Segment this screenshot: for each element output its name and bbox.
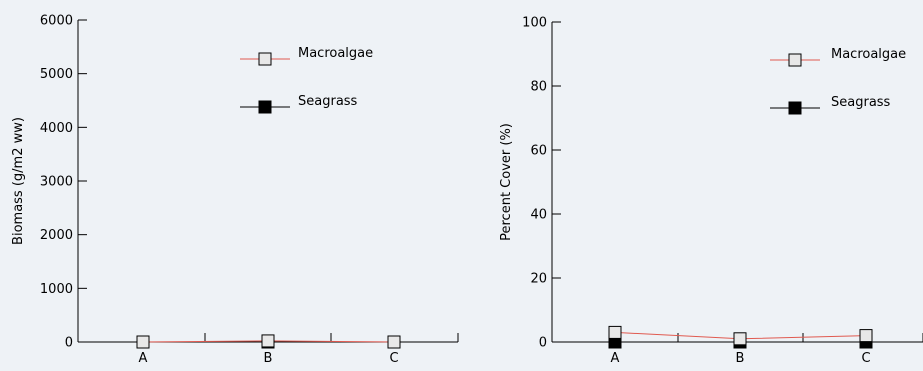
right-y-tick-label: 40 <box>530 208 547 223</box>
left-x-tick-label: A <box>139 351 148 366</box>
left-y-tick-label: 1000 <box>40 282 73 297</box>
left-legend-label-macroalgae: Macroalgae <box>298 46 373 61</box>
left-y-tick-label: 0 <box>65 336 73 351</box>
right-y-tick-label: 20 <box>530 272 547 287</box>
right-macroalgae-point-C <box>859 329 873 343</box>
left-y-tick-label: 2000 <box>40 228 73 243</box>
right-macroalgae-point-A <box>608 325 622 339</box>
right-x-tick-label: B <box>736 351 745 366</box>
left-legend-marker-macroalgae <box>258 52 272 66</box>
right-macroalgae-point-B <box>733 332 747 346</box>
left-macroalgae-point-A <box>136 335 150 349</box>
left-macroalgae-point-C <box>387 335 401 349</box>
right-y-tick-label: 0 <box>539 336 547 351</box>
left-legend-label-seagrass: Seagrass <box>298 94 358 109</box>
right-x-tick-label: A <box>611 351 620 366</box>
left-y-tick-label: 3000 <box>40 175 73 190</box>
left-x-tick-label: B <box>264 351 273 366</box>
left-y-axis-label: Biomass (g/m2 ww) <box>11 117 26 245</box>
left-y-tick-label: 6000 <box>40 14 73 29</box>
right-y-tick-label: 80 <box>530 80 547 95</box>
right-legend-marker-macroalgae <box>788 53 802 67</box>
right-legend-label-macroalgae: Macroalgae <box>831 47 906 62</box>
right-legend-label-seagrass: Seagrass <box>831 95 891 110</box>
left-y-tick-label: 5000 <box>40 67 73 82</box>
right-y-axis-label: Percent Cover (%) <box>499 123 514 241</box>
left-chart: 0 1000 2000 3000 4000 5000 6000 A B C Biomass (g/m… <box>11 14 459 366</box>
right-chart: 0 20 40 60 80 100 A B C Percent Cover (%) Macroalg… <box>499 16 923 366</box>
left-macroalgae-point-B <box>261 334 275 348</box>
right-legend-marker-seagrass <box>788 101 802 115</box>
right-y-tick-label: 60 <box>530 144 547 159</box>
left-x-tick-label: C <box>389 351 398 366</box>
left-legend-marker-seagrass <box>258 100 272 114</box>
left-y-tick-label: 4000 <box>40 121 73 136</box>
right-x-tick-label: C <box>861 351 870 366</box>
right-y-tick-label: 100 <box>522 16 547 31</box>
